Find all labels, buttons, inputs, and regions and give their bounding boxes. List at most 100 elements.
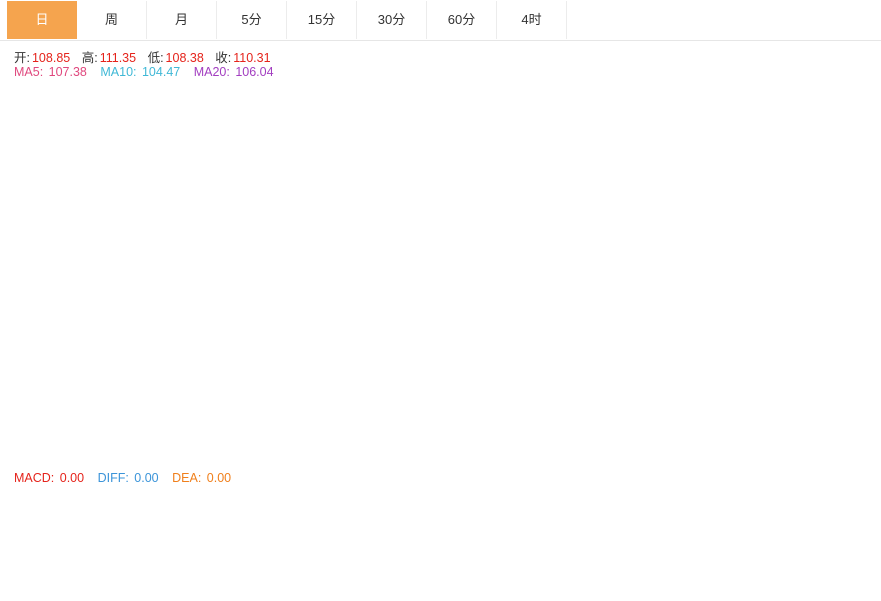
ma10-label: MA10: [100, 65, 140, 79]
macd-bar [245, 526, 253, 531]
tab-month[interactable]: 月 [147, 1, 217, 39]
macd-bar [542, 530, 551, 575]
macd-bar [7, 528, 15, 531]
macd-bar [411, 530, 420, 533]
macd-bar [459, 530, 468, 547]
price-tick-label: 94.30 [845, 299, 875, 313]
macd-bar [340, 526, 349, 531]
tab-60min[interactable]: 60分 [427, 1, 497, 39]
candle-body [185, 372, 194, 382]
price-tick-label: 109.06 [845, 210, 881, 224]
macd-bar [78, 528, 87, 531]
price-tick-label: 133.66 [845, 60, 881, 74]
high-label: 高: [81, 51, 98, 65]
macd-bar [42, 527, 51, 531]
price-tick-label: 118.90 [845, 150, 881, 164]
candle-body [316, 344, 325, 348]
price-tick-label: 123.82 [845, 120, 881, 134]
current-price-tag [837, 201, 881, 218]
ma5-label: MA5: [14, 65, 47, 79]
macd-bar [256, 528, 265, 531]
macd-bar [721, 530, 729, 554]
dea-value: 0.00 [206, 471, 232, 485]
candle-body [756, 253, 765, 294]
tab-5min[interactable]: 5分 [217, 1, 287, 39]
low-label: 低: [147, 51, 164, 65]
price-tick-label: 89.38 [845, 329, 875, 343]
candle-body [697, 210, 706, 239]
candle-body [173, 381, 182, 400]
tab-week[interactable]: 周 [77, 1, 147, 39]
macd-bar [233, 524, 242, 531]
candle-body [506, 332, 515, 339]
candle-body [78, 410, 87, 412]
macd-bar [375, 525, 384, 531]
candle-body [554, 320, 563, 327]
ohlc-legend: 开: 108.85 高: 111.35 低: 108.38 收: 110.31 [14, 47, 273, 66]
candle-body [328, 338, 337, 345]
price-tick-label: 79.54 [845, 389, 875, 403]
macd-bar [494, 530, 503, 566]
candle-body [7, 445, 15, 456]
macd-tick-label: 0.56 [845, 521, 869, 535]
candle-body [483, 317, 491, 330]
price-tick-label: 104.14 [845, 240, 881, 254]
macd-bar [221, 524, 230, 531]
candle-body [447, 305, 456, 330]
price-tick-label: 74.62 [845, 419, 875, 433]
macd-tick-label: 3.39 [845, 490, 869, 504]
macd-bar [744, 530, 753, 557]
ma20-value: 106.04 [235, 65, 274, 79]
candle-body [661, 113, 670, 123]
diff-line [10, 506, 809, 587]
macd-bar [792, 528, 801, 531]
candle-body [744, 293, 753, 297]
tab-15min[interactable]: 15分 [287, 1, 357, 39]
macd-bar [518, 530, 527, 576]
close-label: 收: [215, 51, 232, 65]
tab-4hour[interactable]: 4时 [497, 1, 567, 39]
diff-value: 0.00 [134, 471, 159, 485]
candle-body [721, 207, 729, 236]
candle-body [352, 341, 361, 345]
macd-bar [18, 528, 27, 531]
open-label: 开: [14, 51, 30, 65]
candle-body [613, 201, 622, 233]
candle-body [387, 317, 396, 327]
macd-bar [768, 530, 777, 540]
candle-body [637, 183, 646, 224]
macd-bar [114, 530, 123, 534]
candle-body [137, 392, 146, 403]
macd-bar [566, 530, 575, 564]
current-price-label: 110.31 [843, 202, 879, 216]
macd-bar [387, 525, 396, 531]
macd-bar [304, 526, 313, 531]
candle-body [209, 362, 218, 379]
macd-bar [292, 527, 301, 531]
ma20-label: MA20: [193, 65, 234, 79]
ma-legend: MA5: 107.38 MA10: 104.47 MA20: 106.04 [14, 65, 276, 79]
macd-bar [530, 530, 539, 579]
candle-body [292, 344, 301, 357]
ma10-line [10, 182, 809, 455]
candle-body [149, 392, 158, 397]
tab-30min[interactable]: 30分 [357, 1, 427, 39]
period-tabbar: 日 周 月 5分 15分 30分 60分 4时 [0, 0, 881, 41]
macd-bar [506, 530, 515, 570]
tab-day[interactable]: 日 [7, 1, 77, 39]
macd-bar [471, 530, 480, 557]
price-tick-label: 128.74 [845, 90, 881, 104]
dea-label: DEA: [172, 471, 205, 485]
macd-bar [447, 530, 456, 543]
candle-body [590, 296, 599, 327]
macd-bar [66, 528, 75, 531]
macd-bar [554, 530, 563, 571]
candle-body [375, 317, 384, 333]
macd-bar [197, 526, 206, 531]
macd-bar [673, 504, 682, 531]
candle-body [126, 402, 134, 407]
candle-body [780, 207, 789, 263]
macd-bar [149, 530, 158, 533]
macd-value: 0.00 [59, 471, 85, 485]
